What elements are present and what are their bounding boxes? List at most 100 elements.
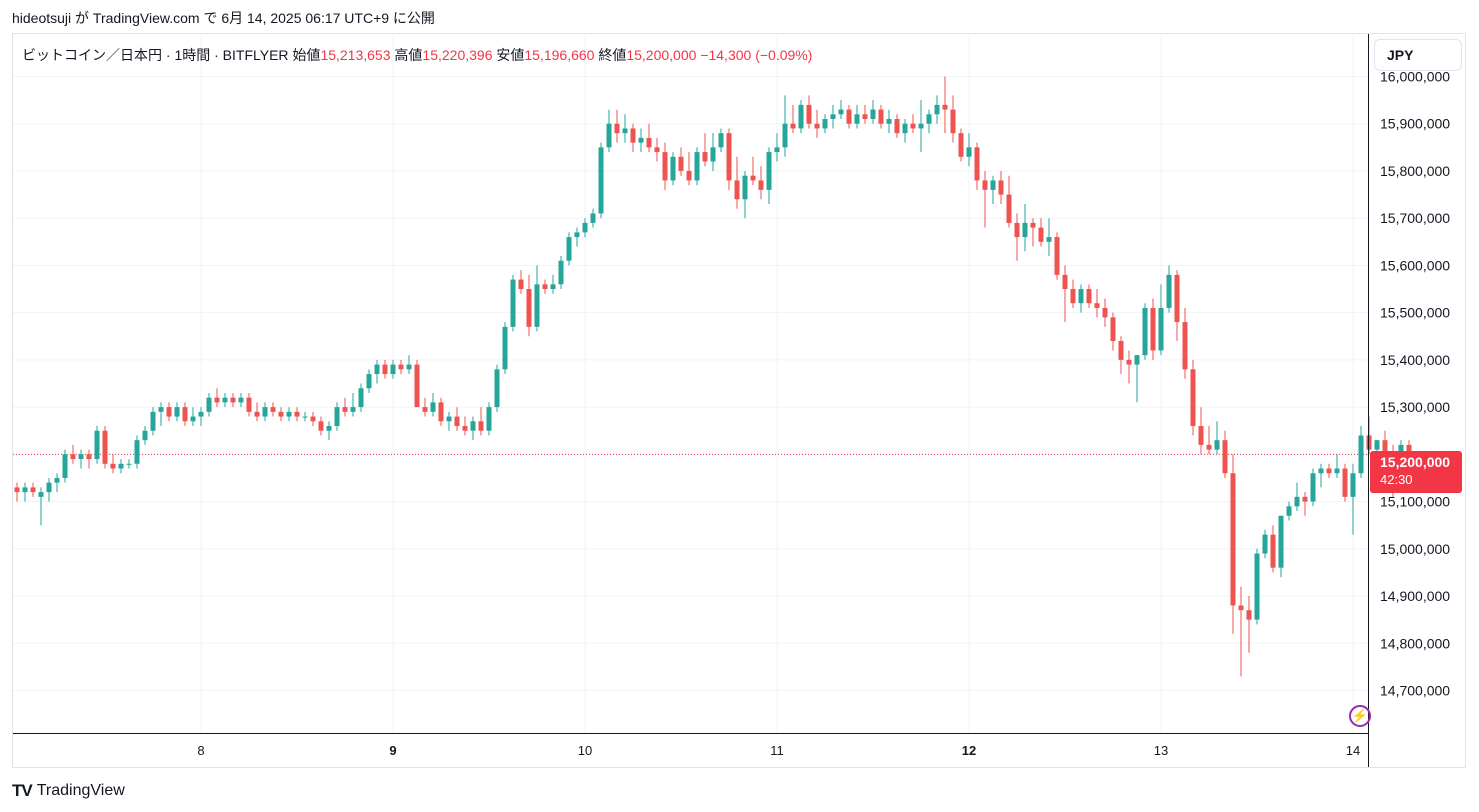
chart-frame[interactable] <box>12 33 1466 768</box>
tradingview-brand[interactable]: TV TradingView <box>12 781 125 801</box>
candle <box>830 104 836 129</box>
candle-body <box>254 411 260 417</box>
candle-body <box>494 369 500 408</box>
candle-body <box>694 152 700 181</box>
candle <box>486 402 492 436</box>
candle-body <box>902 123 908 134</box>
candle-body <box>286 411 292 417</box>
currency-button[interactable]: JPY <box>1374 39 1462 71</box>
candle <box>1166 265 1172 313</box>
grid-lines <box>13 34 1368 733</box>
candle <box>1262 529 1268 559</box>
candle <box>78 449 84 469</box>
candle <box>1294 482 1300 512</box>
candle <box>1190 359 1196 436</box>
candle <box>910 114 916 134</box>
candle-body <box>1222 440 1228 474</box>
candle <box>622 114 628 143</box>
symbol-label[interactable]: ビットコイン／日本円 · 1時間 · BITFLYER <box>22 47 289 63</box>
candle-body <box>86 454 92 460</box>
candle-body <box>30 487 36 493</box>
price-tick-label: 15,900,000 <box>1380 116 1450 132</box>
candle-body <box>1086 289 1092 304</box>
candle <box>814 109 820 138</box>
candle-body <box>838 109 844 115</box>
candle-body <box>134 440 140 464</box>
candle-body <box>622 128 628 134</box>
candle <box>1334 454 1340 478</box>
low-value: 15,196,660 <box>524 47 595 63</box>
candle-body <box>1294 496 1300 507</box>
candle <box>374 359 380 384</box>
candle-body <box>630 128 636 143</box>
candle-body <box>1326 468 1332 474</box>
candle-body <box>238 397 244 403</box>
low-label: 安値 <box>496 47 525 63</box>
candle-body <box>1150 307 1156 351</box>
candle-body <box>1182 322 1188 370</box>
candle <box>1230 454 1236 634</box>
candle-body <box>1318 468 1324 474</box>
candle <box>854 104 860 129</box>
candle <box>686 152 692 186</box>
candle <box>158 402 164 427</box>
candle-body <box>1286 506 1292 516</box>
candle <box>1350 463 1356 535</box>
candle-body <box>198 411 204 417</box>
candle-body <box>782 123 788 148</box>
candle <box>190 407 196 427</box>
candle-body <box>870 109 876 120</box>
candle-body <box>1214 440 1220 450</box>
candle <box>14 482 20 502</box>
candle-body <box>1142 307 1148 356</box>
candle-body <box>1350 473 1356 497</box>
candle-body <box>926 114 932 124</box>
price-tick-label: 15,800,000 <box>1380 163 1450 179</box>
candle-body <box>678 156 684 171</box>
change-value: −14,300 (−0.09%) <box>700 47 813 63</box>
candle-body <box>918 123 924 129</box>
candle <box>446 411 452 431</box>
candle <box>70 444 76 464</box>
candle <box>54 473 60 493</box>
candle <box>1326 463 1332 478</box>
lightning-icon[interactable]: ⚡ <box>1349 705 1371 727</box>
candle-body <box>326 426 332 431</box>
candle-body <box>1278 515 1284 568</box>
price-tick-label: 15,600,000 <box>1380 257 1450 273</box>
candle-body <box>22 487 28 493</box>
candle-body <box>310 416 316 422</box>
open-label: 始値 <box>292 47 321 63</box>
candle-body <box>1046 237 1052 242</box>
candle-body <box>1030 222 1036 228</box>
candle-body <box>878 109 884 124</box>
price-tick-label: 15,400,000 <box>1380 352 1450 368</box>
candle <box>558 255 564 290</box>
candle-body <box>1118 340 1124 360</box>
publish-header: hideotsuji が TradingView.com で 6月 14, 20… <box>12 10 435 26</box>
candle <box>798 100 804 134</box>
candle-body <box>574 232 580 238</box>
candle <box>1254 548 1260 625</box>
candle <box>406 355 412 375</box>
candle-body <box>270 407 276 412</box>
candle-body <box>94 430 100 460</box>
candle-body <box>54 477 60 483</box>
candle-body <box>358 388 364 408</box>
candle-body <box>718 133 724 148</box>
candle <box>1030 218 1036 247</box>
time-axis: 8 9 10 11 12 13 14 <box>13 733 1368 758</box>
candle-body <box>1126 359 1132 365</box>
candle-body <box>438 402 444 422</box>
candle <box>974 142 980 190</box>
candle-body <box>518 279 524 290</box>
candle-body <box>262 407 268 417</box>
candle-body <box>294 411 300 417</box>
time-tick-label: 12 <box>962 743 976 758</box>
candle-body <box>710 147 716 162</box>
candle-body <box>758 180 764 190</box>
candle <box>1102 298 1108 327</box>
candle-body <box>606 123 612 148</box>
candle <box>134 435 140 469</box>
